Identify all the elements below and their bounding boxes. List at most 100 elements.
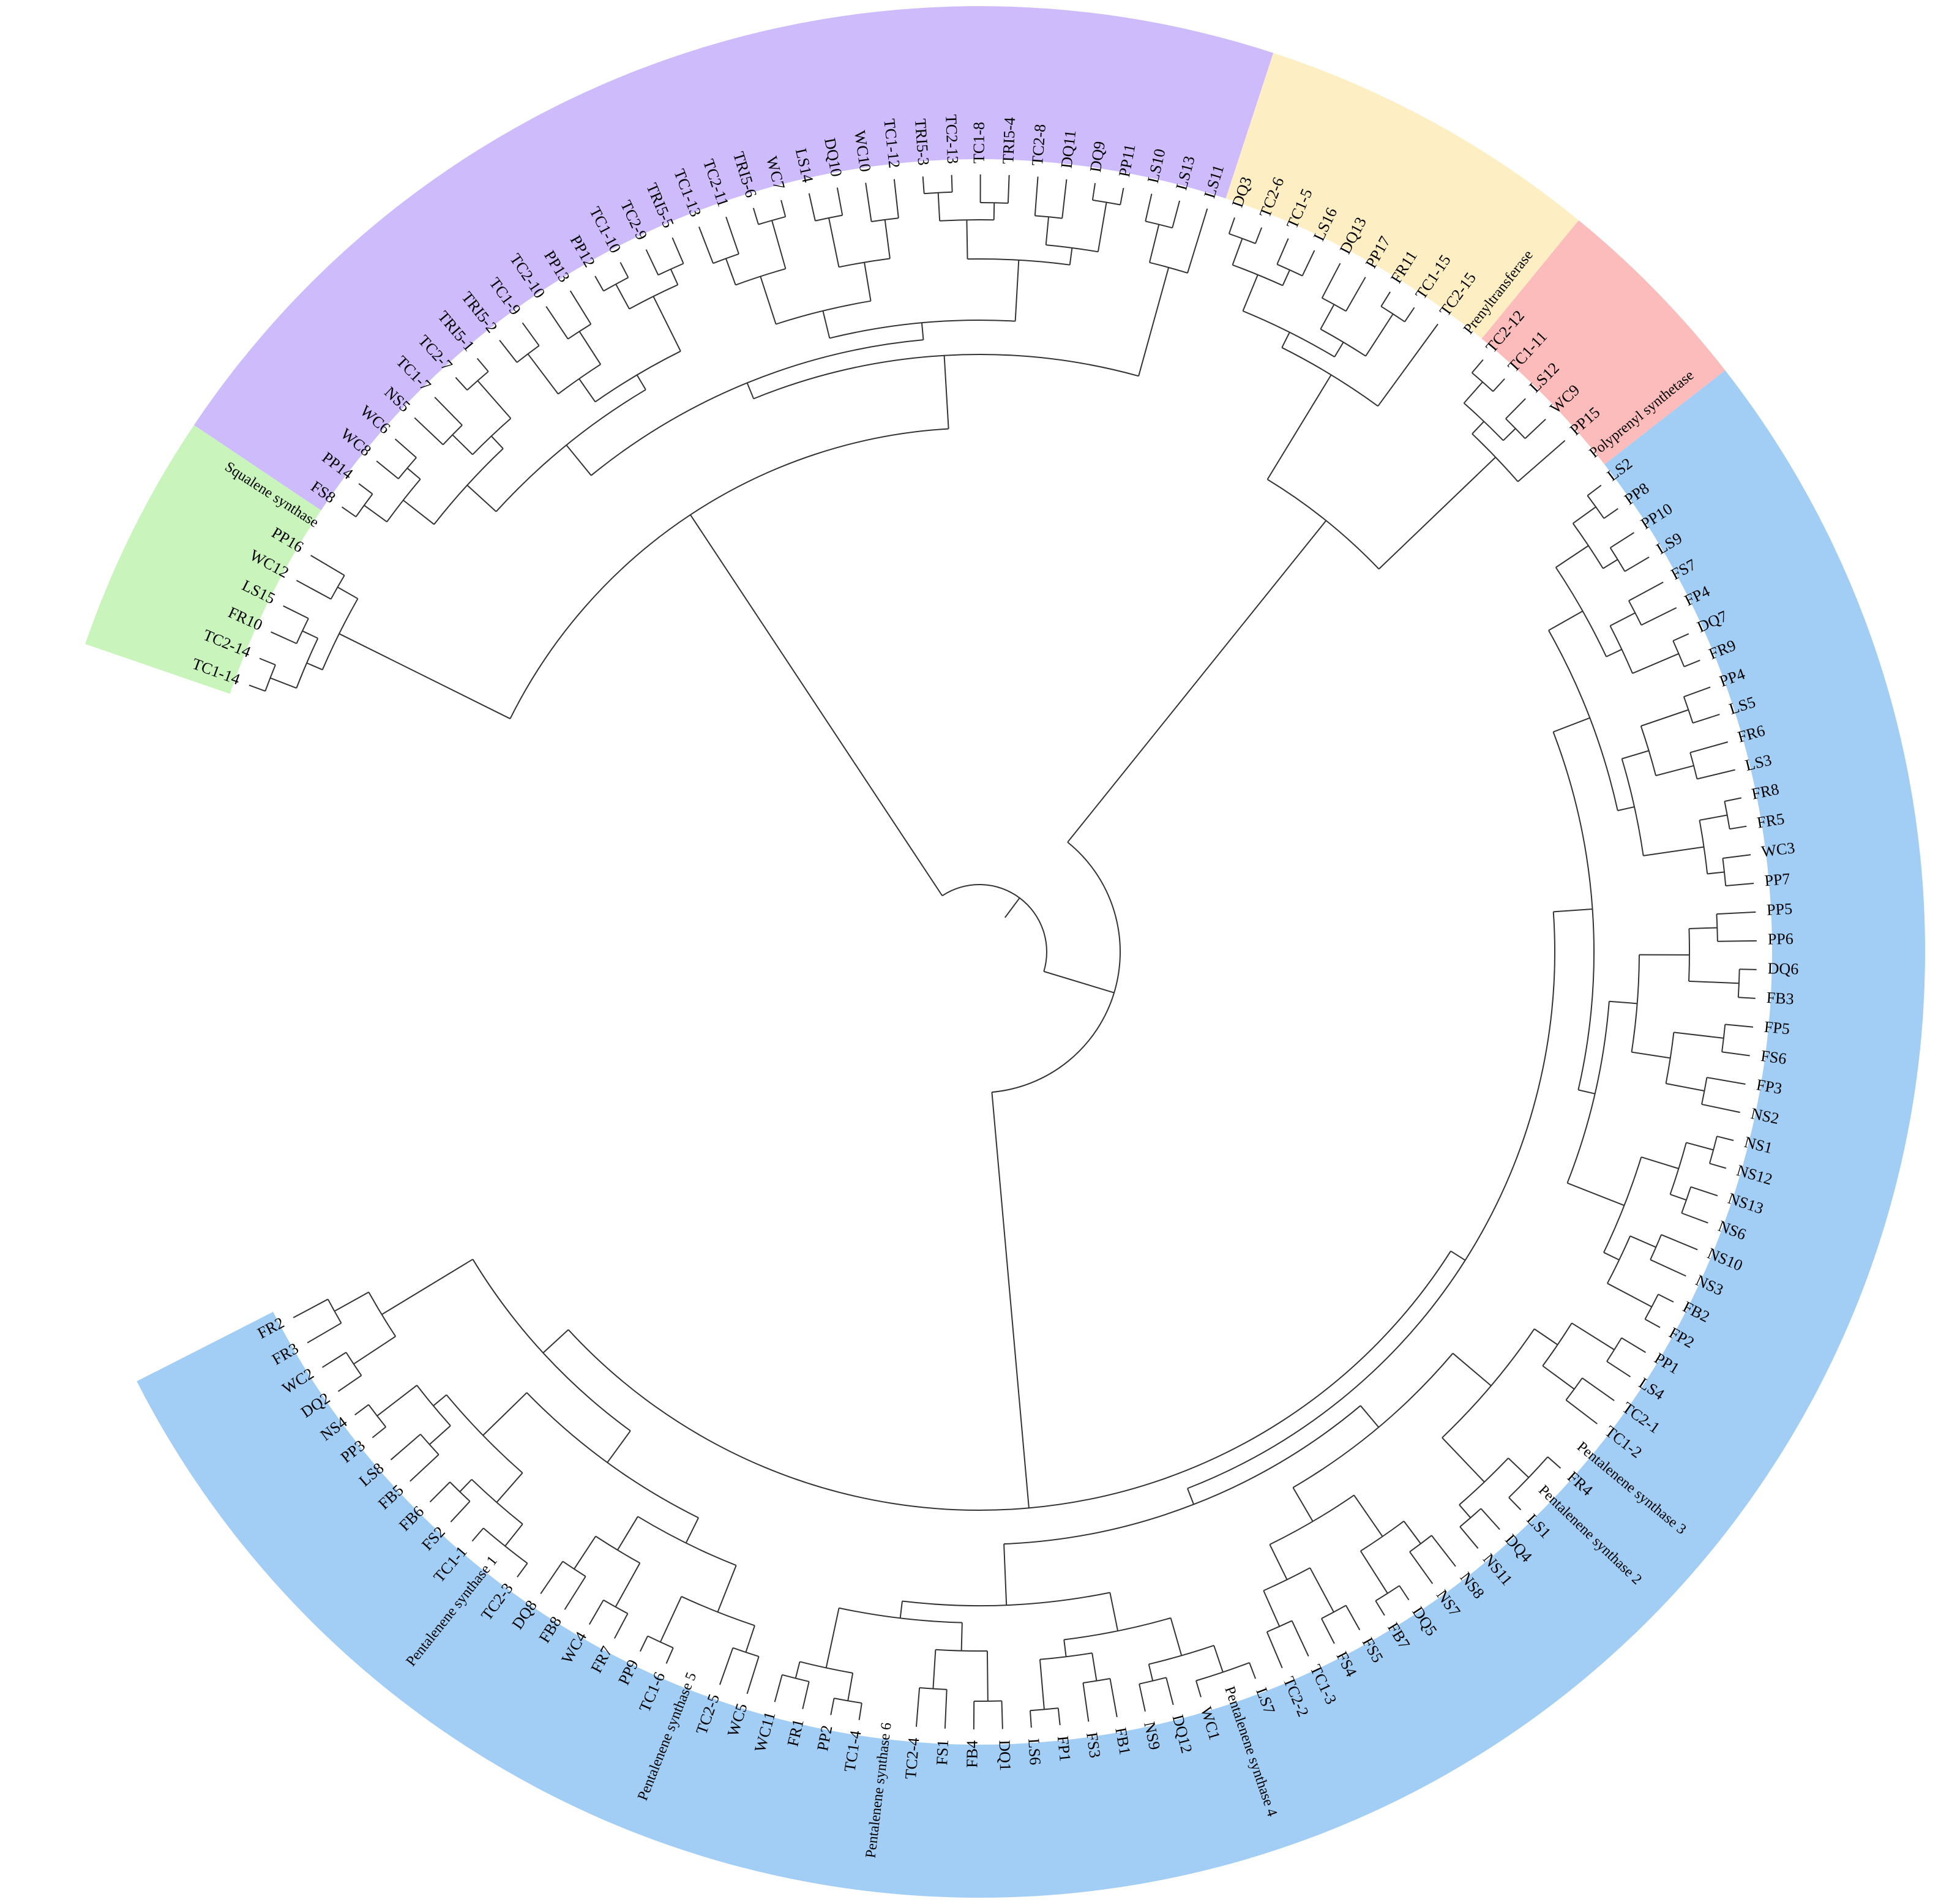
branch-line: [1321, 263, 1341, 299]
leaf-label: FP1: [1054, 1735, 1074, 1762]
branch-line: [372, 1426, 386, 1439]
branch-line: [249, 684, 266, 692]
branch-line: [1617, 806, 1635, 812]
branch-line: [1606, 1361, 1631, 1377]
branch-line: [1707, 1077, 1746, 1085]
leaf-label: PP6: [1768, 930, 1794, 948]
branch-line: [1672, 633, 1689, 642]
branch-line: [302, 630, 318, 639]
branch-arc: [1229, 233, 1256, 244]
branch-arc: [449, 1481, 471, 1502]
branch-line: [1266, 1631, 1283, 1669]
branch-line: [645, 249, 659, 275]
branch-arc: [330, 575, 345, 600]
branch-line: [1249, 1662, 1257, 1679]
branch-arc: [1276, 263, 1303, 277]
branch-line: [1281, 332, 1290, 348]
branch-arc: [799, 1661, 853, 1674]
branch-arc: [1380, 305, 1405, 323]
branch-line: [433, 1394, 447, 1407]
branch-line: [1276, 238, 1289, 265]
leaf-label: FR5: [1756, 810, 1786, 832]
branch-line: [482, 1392, 528, 1436]
branch-line: [847, 1672, 854, 1701]
branch-line: [690, 514, 943, 896]
branch-line: [1380, 291, 1391, 307]
branch-line: [390, 1434, 421, 1461]
branch-arc: [941, 884, 1047, 972]
branch-arc: [516, 345, 540, 363]
branch-line: [725, 217, 739, 255]
branch-line: [496, 1472, 523, 1503]
branch-line: [1165, 1677, 1174, 1705]
branch-line: [1291, 1620, 1309, 1657]
branch-line: [1578, 1089, 1595, 1095]
branch-arc: [1650, 1234, 1662, 1260]
branch-line: [899, 1601, 903, 1619]
branch-line: [1517, 440, 1566, 482]
branch-line: [376, 1385, 417, 1417]
branch-arc: [1321, 1604, 1347, 1619]
branch-line: [499, 340, 518, 363]
branch-line: [1459, 1526, 1479, 1549]
branch-line: [1360, 1551, 1388, 1594]
branch-line: [1688, 980, 1739, 984]
branch-arc: [839, 258, 891, 268]
branch-line: [1360, 1405, 1379, 1428]
branch-line: [915, 1687, 921, 1727]
branch-line: [564, 1576, 586, 1610]
branch-arc: [386, 479, 421, 523]
branch-line: [1571, 1322, 1615, 1350]
branch-line: [455, 376, 468, 391]
leaf-label: TC2-8: [1028, 124, 1049, 167]
branch-line: [1399, 1585, 1410, 1601]
branch-line: [434, 397, 463, 426]
branch-line: [639, 1636, 648, 1652]
branch-line: [1548, 610, 1584, 631]
branch-line: [353, 1336, 396, 1365]
branch-line: [1195, 1680, 1202, 1698]
branch-line: [566, 444, 592, 476]
branch-line: [466, 484, 497, 512]
branch-line: [1555, 545, 1589, 568]
branch-line: [1034, 176, 1039, 216]
branch-arc: [1360, 1521, 1405, 1552]
branch-line: [671, 237, 684, 264]
branch-arc: [871, 217, 899, 222]
leaf-label: FB3: [1766, 989, 1794, 1008]
branch-line: [1255, 227, 1263, 244]
branch-line: [1587, 484, 1602, 496]
branch-line: [1722, 854, 1751, 859]
branch-line: [339, 633, 511, 719]
branch-arc: [1263, 1567, 1311, 1592]
branch-line: [578, 378, 596, 403]
leaf-label: FS6: [1760, 1047, 1787, 1068]
branch-line: [1242, 274, 1259, 312]
branch-line: [1709, 1163, 1727, 1169]
branch-line: [1508, 1458, 1530, 1478]
branch-arc: [1459, 1508, 1482, 1527]
branch-line: [429, 1425, 451, 1445]
leaf-label: FP5: [1764, 1018, 1791, 1038]
branch-line: [517, 1563, 528, 1578]
branch-line: [1321, 1618, 1335, 1644]
leaf-label: DQ6: [1767, 959, 1798, 978]
branch-line: [1661, 1234, 1698, 1251]
branch-line: [932, 1649, 937, 1689]
leaf-label: FS1: [933, 1739, 952, 1765]
branch-line: [615, 283, 630, 310]
branch-line: [293, 1298, 329, 1319]
branch-line: [1003, 1544, 1008, 1606]
branch-line: [752, 208, 759, 225]
branch-line: [1091, 1653, 1098, 1681]
branch-line: [836, 187, 843, 215]
branch-line: [1542, 1365, 1575, 1390]
branch-line: [1109, 1592, 1119, 1631]
branch-line: [414, 417, 444, 446]
branch-line: [450, 1500, 471, 1522]
branch-arc: [1139, 1677, 1167, 1685]
branch-arc: [1472, 433, 1519, 482]
branch-line: [1471, 359, 1484, 373]
branch-arc: [1269, 1494, 1355, 1545]
branch-line: [1717, 940, 1757, 942]
